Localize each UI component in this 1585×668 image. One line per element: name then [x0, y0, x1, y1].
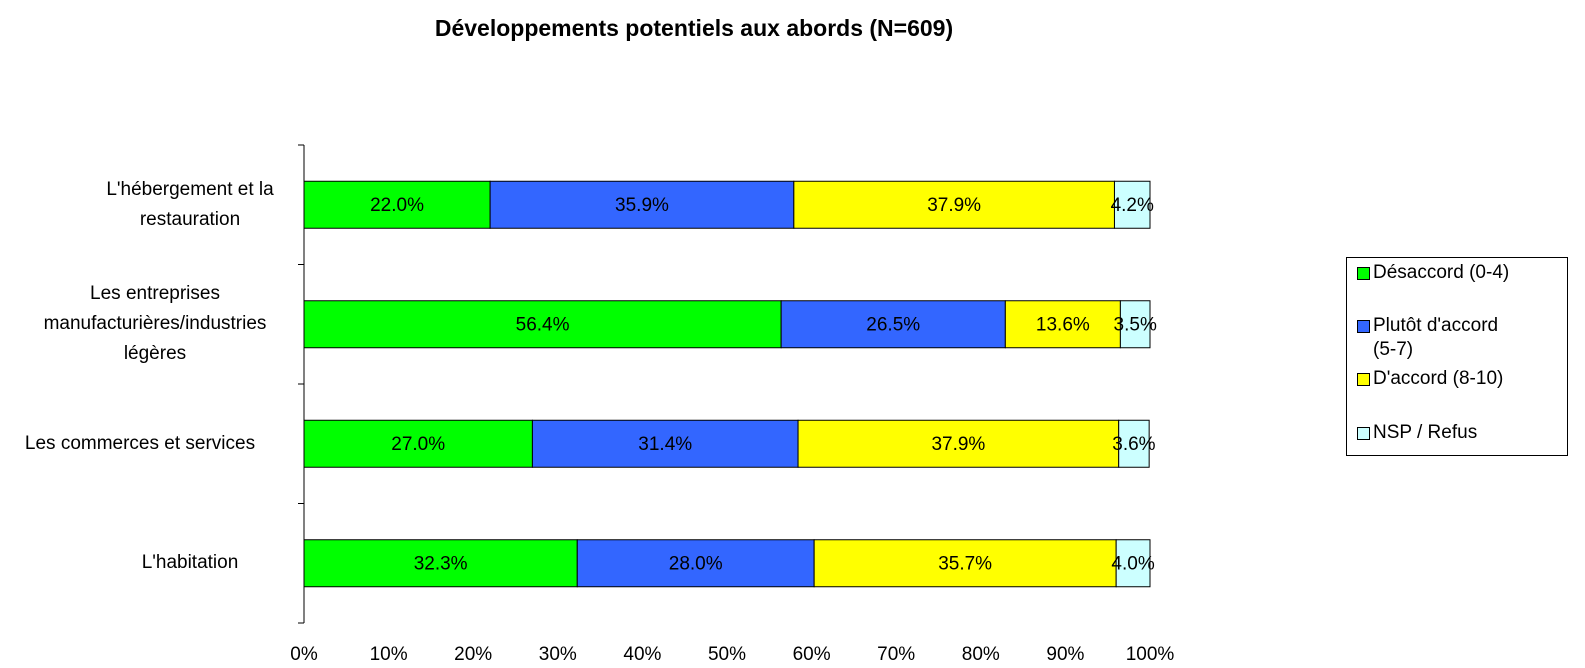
bar-segment	[1113, 180, 1151, 229]
category-label: L'hébergement et la restauration	[106, 178, 274, 230]
data-label: 32.3%	[414, 553, 468, 574]
bar-segment	[797, 419, 1120, 468]
legend-label: Plutôt d'accord (5-7)	[1373, 315, 1499, 360]
data-label: 35.7%	[938, 553, 992, 574]
x-tick-label: 100%	[1126, 644, 1175, 665]
legend-swatch	[1357, 427, 1370, 440]
data-label: 3.5%	[1114, 314, 1157, 335]
data-label: 37.9%	[931, 434, 985, 455]
x-tick-label: 0%	[290, 644, 318, 665]
bar-segment	[303, 300, 782, 349]
legend-swatch	[1357, 373, 1370, 386]
data-label: 37.9%	[927, 195, 981, 216]
legend-item: Plutôt d'accord (5-7)	[1357, 314, 1564, 362]
x-tick-label: 20%	[454, 644, 492, 665]
x-tick-label: 50%	[708, 644, 746, 665]
x-tick-label: 40%	[623, 644, 661, 665]
bar-segment	[793, 180, 1115, 229]
legend-label: D'accord (8-10)	[1373, 368, 1504, 389]
legend-swatch	[1357, 267, 1370, 280]
legend-swatch	[1357, 320, 1370, 333]
data-label: 28.0%	[669, 553, 723, 574]
legend-item: NSP / Refus	[1357, 421, 1564, 445]
bar-segment	[1004, 300, 1121, 349]
category-label: L'habitation	[141, 552, 239, 574]
data-label: 4.2%	[1111, 195, 1154, 216]
data-label: 56.4%	[516, 314, 570, 335]
legend-label: Désaccord (0-4)	[1373, 262, 1510, 283]
bar-segment	[1115, 539, 1151, 588]
bar-segment	[576, 539, 815, 588]
data-label: 27.0%	[391, 434, 445, 455]
bar-segment	[303, 419, 533, 468]
category-label: Les commerces et services	[24, 432, 256, 454]
bar-segment	[303, 539, 578, 588]
data-label: 31.4%	[638, 434, 692, 455]
data-label: 3.6%	[1112, 434, 1155, 455]
data-label: 4.0%	[1111, 553, 1154, 574]
data-label: 35.9%	[615, 195, 669, 216]
x-tick-label: 70%	[877, 644, 915, 665]
bar-segment	[1119, 300, 1151, 349]
legend-item: Désaccord (0-4)	[1357, 261, 1564, 285]
x-tick-label: 30%	[539, 644, 577, 665]
bar-segment	[303, 180, 491, 229]
x-tick-label: 80%	[962, 644, 1000, 665]
bar-segment	[780, 300, 1006, 349]
legend: Désaccord (0-4) Plutôt d'accord (5-7) D'ac…	[1346, 257, 1568, 456]
x-tick-label: 60%	[793, 644, 831, 665]
data-label: 26.5%	[866, 314, 920, 335]
legend-label: NSP / Refus	[1373, 422, 1478, 443]
chart-title: Développements potentiels aux abords (N=…	[435, 15, 953, 41]
bar-segment	[813, 539, 1117, 588]
bar-segment	[1118, 419, 1150, 468]
bar-segment	[489, 180, 795, 229]
category-label: Les entreprises manufacturières/industri…	[43, 283, 267, 365]
data-label: 22.0%	[370, 195, 424, 216]
legend-item: D'accord (8-10)	[1357, 367, 1564, 391]
x-tick-label: 90%	[1046, 644, 1084, 665]
x-tick-label: 10%	[370, 644, 408, 665]
bar-segment	[531, 419, 799, 468]
data-label: 13.6%	[1036, 314, 1090, 335]
